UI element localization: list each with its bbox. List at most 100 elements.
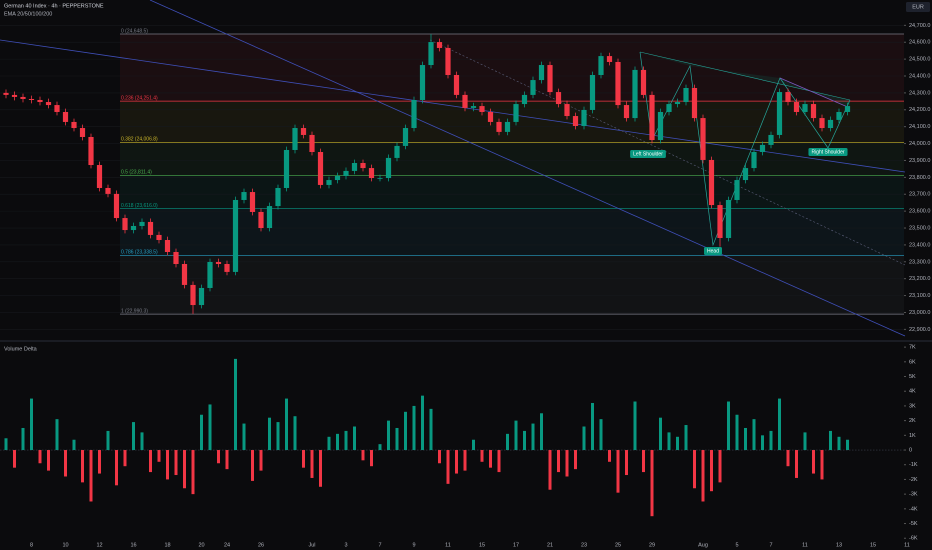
candle-body <box>776 92 783 135</box>
x-tick-label: 15 <box>870 542 876 548</box>
candle-body <box>232 199 239 272</box>
delta-bar <box>4 438 8 451</box>
delta-bar <box>633 401 637 451</box>
delta-bar <box>21 427 25 451</box>
pane-title: Volume Delta <box>4 346 38 352</box>
delta-bar <box>591 402 594 451</box>
delta-bar <box>778 398 781 451</box>
candle-body <box>513 104 519 122</box>
candle-body <box>45 102 52 106</box>
candle-body <box>428 42 434 66</box>
delta-bar <box>378 444 382 451</box>
delta-bar <box>837 436 841 451</box>
delta-bar <box>608 450 611 462</box>
y-tick-label: 24,700.0 <box>909 23 930 29</box>
candle-body <box>300 128 307 135</box>
candle-body <box>317 152 324 185</box>
delta-bar <box>642 450 645 473</box>
delta-bar <box>89 450 93 502</box>
y-tick-label: 23,100.0 <box>909 293 930 299</box>
y-tick-label: 23,300.0 <box>909 259 930 265</box>
candle-body <box>683 87 689 103</box>
y-tick-label: 24,000.0 <box>909 141 930 147</box>
delta-bar <box>115 450 118 486</box>
delta-bar <box>191 450 195 495</box>
candle-body <box>275 187 281 207</box>
candle-body <box>759 144 766 153</box>
delta-bar <box>514 420 518 451</box>
candle-body <box>309 134 315 153</box>
delta-bar <box>693 450 696 489</box>
delta-bar <box>98 450 101 474</box>
delta-bar <box>795 450 798 478</box>
candle-body <box>504 121 511 132</box>
delta-bar <box>344 430 348 451</box>
candle-body <box>479 106 485 112</box>
y-tick-label: 22,900.0 <box>909 327 930 333</box>
delta-bar <box>166 450 169 480</box>
candle-body <box>564 104 570 117</box>
candle-body <box>742 168 749 181</box>
candle-body <box>130 225 137 231</box>
x-tick-label: 9 <box>412 542 415 548</box>
candle-body <box>555 92 562 105</box>
candle-body <box>88 136 94 166</box>
fib-zone <box>120 101 904 143</box>
delta-bar <box>217 450 220 464</box>
candle-body <box>11 94 18 97</box>
delta-bar <box>489 450 492 468</box>
candle-body <box>402 128 409 146</box>
candle-body <box>496 121 502 132</box>
pattern-label: Left Shoulder <box>633 151 663 157</box>
y-tick-label: 23,700.0 <box>909 192 930 198</box>
delta-bar <box>803 432 807 451</box>
delta-bar <box>438 450 441 464</box>
delta-bar <box>480 450 484 462</box>
pattern-label: Head <box>707 248 719 254</box>
x-tick-label: 11 <box>904 542 910 548</box>
candle-body <box>181 263 188 285</box>
delta-bar <box>820 450 824 480</box>
delta-bar <box>30 398 33 451</box>
y-tick-label: 4K <box>909 389 916 395</box>
y-tick-label: 0 <box>909 447 912 453</box>
candle-body <box>793 102 800 112</box>
delta-bar <box>812 450 815 474</box>
delta-bar <box>140 432 144 451</box>
candle-body <box>717 205 723 238</box>
delta-bar <box>659 417 662 451</box>
candle-body <box>360 162 366 169</box>
y-tick-label: 24,300.0 <box>909 90 930 96</box>
delta-bar <box>259 450 263 471</box>
delta-bar <box>829 430 832 451</box>
delta-bar <box>13 450 16 468</box>
x-tick-label: 23 <box>581 542 587 548</box>
pattern-label: Right Shoulder <box>811 149 844 155</box>
candle-body <box>394 145 400 158</box>
delta-bar <box>353 426 356 451</box>
candle-body <box>700 118 706 160</box>
candle-body <box>368 168 375 179</box>
candle-body <box>3 92 9 95</box>
delta-bar <box>616 450 620 493</box>
delta-bar <box>497 450 501 473</box>
y-tick-label: 3K <box>909 403 916 409</box>
candle-body <box>810 104 817 119</box>
candle-body <box>691 87 698 119</box>
candle-body <box>54 105 60 112</box>
fib-label: 0 (24,648.5) <box>121 28 148 34</box>
candle-body <box>598 56 604 75</box>
delta-bar <box>276 422 280 451</box>
y-tick-label: 5K <box>909 374 916 380</box>
candle-body <box>606 56 613 62</box>
candle-body <box>241 192 247 200</box>
candle-body <box>147 221 154 235</box>
delta-bar <box>302 450 305 468</box>
y-tick-label: -6K <box>909 536 918 542</box>
delta-bar <box>64 450 67 477</box>
fib-zone <box>120 208 904 256</box>
y-tick-label: 23,500.0 <box>909 225 930 231</box>
candle-body <box>538 65 545 81</box>
x-tick-label: 16 <box>130 542 136 548</box>
delta-bar <box>446 450 450 484</box>
